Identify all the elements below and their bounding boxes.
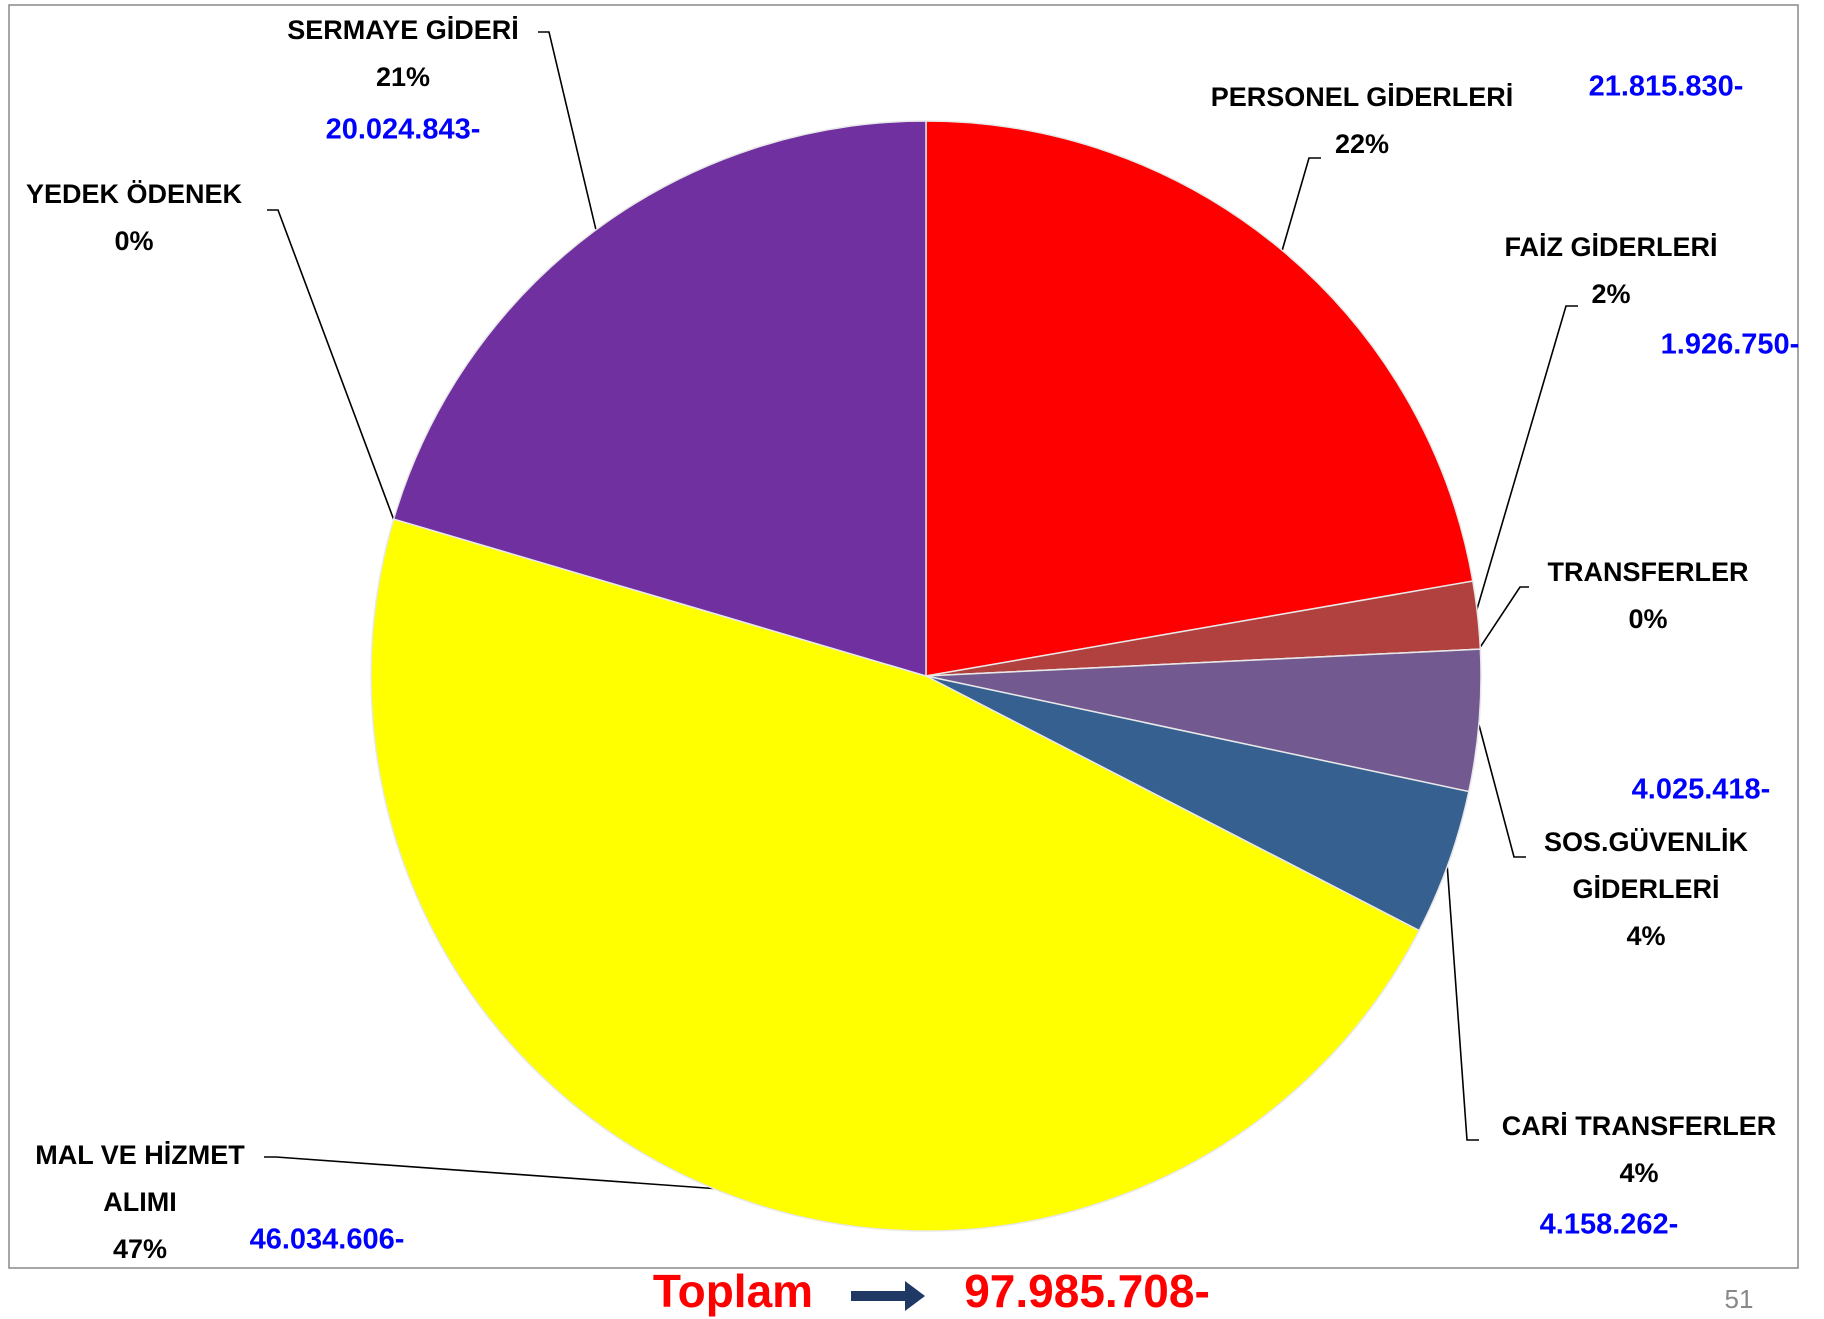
percent-label: 22% — [1335, 129, 1389, 159]
labels: PERSONEL GİDERLERİ 22% 21.815.830- FAİZ GİD… — [26, 15, 1799, 1264]
leader-line — [264, 1156, 721, 1190]
slice-label: ALIMI — [103, 1187, 177, 1217]
leader-line — [1478, 724, 1526, 858]
pie-slice — [370, 518, 1421, 1232]
slice-label: SERMAYE GİDERİ — [287, 15, 519, 45]
percent-label: 4% — [1619, 1158, 1658, 1188]
page-number: 51 — [1725, 1284, 1754, 1314]
value-label: 21.815.830- — [1589, 71, 1744, 103]
leader-line — [1281, 157, 1321, 252]
percent-label: 0% — [114, 226, 153, 256]
total-label: Toplam — [653, 1265, 813, 1317]
pie-slice — [925, 120, 1474, 677]
leader-line — [1478, 586, 1529, 650]
percent-label: 4% — [1626, 921, 1665, 951]
slice-label: MAL VE HİZMET — [35, 1140, 245, 1170]
value-label: 4.158.262- — [1540, 1209, 1679, 1241]
leader-line — [1446, 862, 1479, 1141]
slice-label: TRANSFERLER — [1548, 557, 1749, 587]
total-value: 97.985.708- — [964, 1265, 1210, 1317]
slice-label: PERSONEL GİDERLERİ — [1211, 82, 1514, 112]
slice-label: GİDERLERİ — [1572, 874, 1719, 904]
value-label: 1.926.750- — [1661, 329, 1800, 361]
pie-slice — [392, 120, 927, 678]
leader-lines — [264, 31, 1578, 1190]
value-label: 4.025.418- — [1632, 774, 1771, 806]
leader-line — [538, 31, 597, 231]
value-label: 46.034.606- — [250, 1224, 405, 1256]
arrow — [851, 1281, 925, 1311]
percent-label: 2% — [1591, 279, 1630, 309]
pie — [370, 120, 1482, 1232]
slice-label: YEDEK ÖDENEK — [26, 179, 243, 209]
percent-label: 47% — [113, 1234, 167, 1264]
leader-line — [267, 209, 396, 524]
slice-label: CARİ TRANSFERLER — [1502, 1111, 1777, 1141]
percent-label: 0% — [1628, 604, 1667, 634]
value-label: 20.024.843- — [326, 114, 481, 146]
leader-line — [1474, 305, 1578, 617]
percent-label: 21% — [376, 62, 430, 92]
slice-label: FAİZ GİDERLERİ — [1504, 232, 1717, 262]
slice-label: SOS.GÜVENLİK — [1544, 827, 1749, 857]
